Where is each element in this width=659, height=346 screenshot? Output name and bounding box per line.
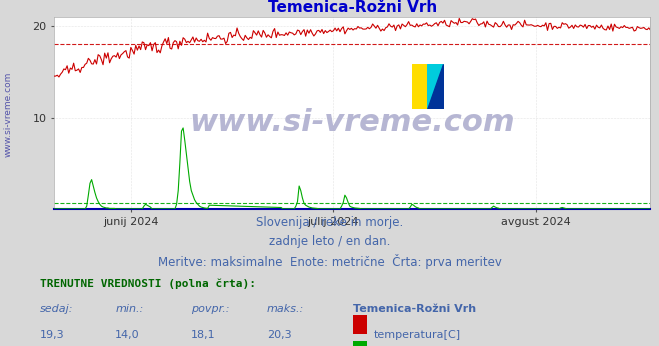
Text: 20,3: 20,3: [267, 330, 291, 340]
Text: www.si-vreme.com: www.si-vreme.com: [189, 108, 515, 137]
Text: www.si-vreme.com: www.si-vreme.com: [3, 72, 13, 157]
Text: povpr.:: povpr.:: [191, 304, 229, 315]
Polygon shape: [428, 64, 444, 109]
Text: maks.:: maks.:: [267, 304, 304, 315]
Text: TRENUTNE VREDNOSTI (polna črta):: TRENUTNE VREDNOSTI (polna črta):: [40, 279, 256, 289]
Text: Meritve: maksimalne  Enote: metrične  Črta: prva meritev: Meritve: maksimalne Enote: metrične Črta…: [158, 254, 501, 269]
Text: 19,3: 19,3: [40, 330, 64, 340]
Text: 14,0: 14,0: [115, 330, 140, 340]
Text: min.:: min.:: [115, 304, 144, 315]
Text: Temenica-Rožni Vrh: Temenica-Rožni Vrh: [353, 304, 476, 315]
Polygon shape: [428, 64, 444, 109]
Text: 18,1: 18,1: [191, 330, 215, 340]
Title: Temenica-Rožni Vrh: Temenica-Rožni Vrh: [268, 0, 437, 15]
Text: Slovenija / reke in morje.: Slovenija / reke in morje.: [256, 216, 403, 229]
Text: zadnje leto / en dan.: zadnje leto / en dan.: [269, 235, 390, 248]
Text: sedaj:: sedaj:: [40, 304, 73, 315]
Polygon shape: [412, 64, 428, 109]
Text: temperatura[C]: temperatura[C]: [374, 330, 461, 340]
